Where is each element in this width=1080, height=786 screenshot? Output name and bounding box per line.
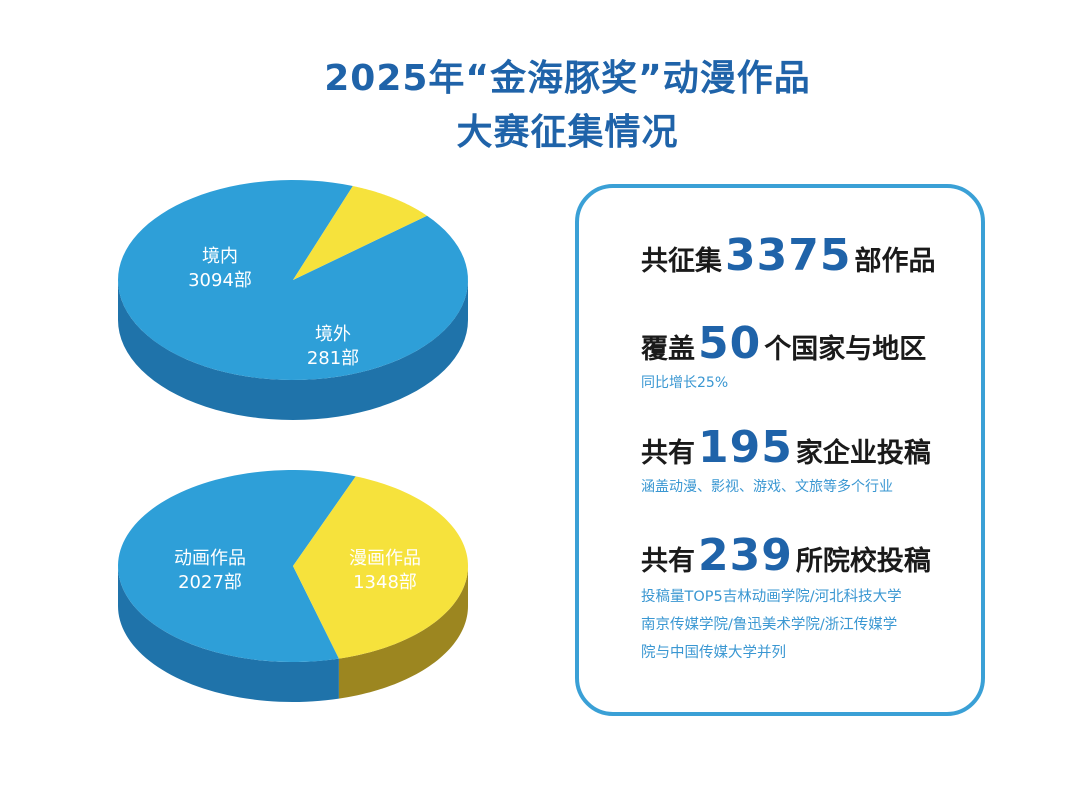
stat-companies-number: 195	[698, 422, 793, 473]
stat-countries-headline: 覆盖 50 个国家与地区	[641, 318, 927, 370]
pie-2-side-2	[338, 566, 468, 699]
pie-1-label-2-value: 281部	[307, 348, 359, 369]
stat-countries-note: 同比增长25%	[641, 375, 729, 391]
stat-companies-suffix: 家企业投稿	[795, 438, 931, 469]
stat-countries-number: 50	[698, 318, 762, 369]
stat-schools-note-line-2: 南京传媒学院/鲁迅美术学院/浙江传媒学	[641, 617, 898, 633]
stat-countries-suffix: 个国家与地区	[764, 334, 927, 365]
stat-companies-note: 涵盖动漫、影视、游戏、文旅等多个行业	[641, 479, 893, 495]
pie-1-slice-1	[118, 180, 468, 380]
pie-1-side-1	[118, 280, 468, 420]
stat-countries-prefix: 覆盖	[641, 334, 695, 365]
stat-schools-note-line-3: 院与中国传媒大学并列	[641, 645, 786, 661]
stat-schools: 共有 239 所院校投稿 投稿量TOP5吉林动画学院/河北科技大学 南京传媒学院/鲁…	[641, 530, 931, 666]
stat-total-suffix: 部作品	[854, 246, 936, 277]
stat-countries: 覆盖 50 个国家与地区 同比增长25%	[641, 318, 927, 394]
pie-1-slice-2	[293, 186, 428, 280]
pie-chart-2: 动画作品 2027部 漫画作品 1348部	[118, 470, 468, 702]
pie-2-label-1-name: 动画作品	[174, 548, 246, 569]
stat-companies: 共有 195 家企业投稿 涵盖动漫、影视、游戏、文旅等多个行业	[641, 422, 931, 498]
pie-2-label-2-value: 1348部	[353, 572, 417, 593]
stats-panel: 共征集 3375 部作品 覆盖 50 个国家与地区 同比增长25% 共有 195 家企业投稿…	[575, 184, 985, 716]
stat-schools-number: 239	[698, 530, 793, 581]
stat-total-number: 3375	[725, 230, 852, 281]
pie-2-slice-1	[118, 470, 356, 662]
pie-1-label-1-name: 境内	[202, 246, 238, 267]
stat-schools-headline: 共有 239 所院校投稿	[641, 530, 931, 582]
title-line-2: 大赛征集情况	[456, 112, 679, 153]
stat-companies-headline: 共有 195 家企业投稿	[641, 422, 931, 474]
pie-2-label-2-name: 漫画作品	[349, 548, 421, 569]
pie-2-label-1-value: 2027部	[178, 572, 242, 593]
stat-schools-note-line-1: 投稿量TOP5吉林动画学院/河北科技大学	[641, 589, 902, 605]
title-line-1: 2025年“金海豚奖”动漫作品	[324, 58, 811, 99]
stat-schools-suffix: 所院校投稿	[795, 546, 931, 577]
stat-schools-prefix: 共有	[641, 546, 695, 577]
stat-total: 共征集 3375 部作品	[641, 230, 936, 282]
pie-2-side-1	[118, 566, 339, 702]
pie-1-label-1-value: 3094部	[188, 270, 252, 291]
stat-total-prefix: 共征集	[641, 246, 722, 277]
stat-total-headline: 共征集 3375 部作品	[641, 230, 936, 282]
pie-2-slice-2	[293, 476, 468, 659]
page-title: 2025年“金海豚奖”动漫作品 大赛征集情况	[0, 52, 1080, 160]
pie-1-label-2-name: 境外	[315, 324, 351, 345]
stat-companies-prefix: 共有	[641, 438, 695, 469]
